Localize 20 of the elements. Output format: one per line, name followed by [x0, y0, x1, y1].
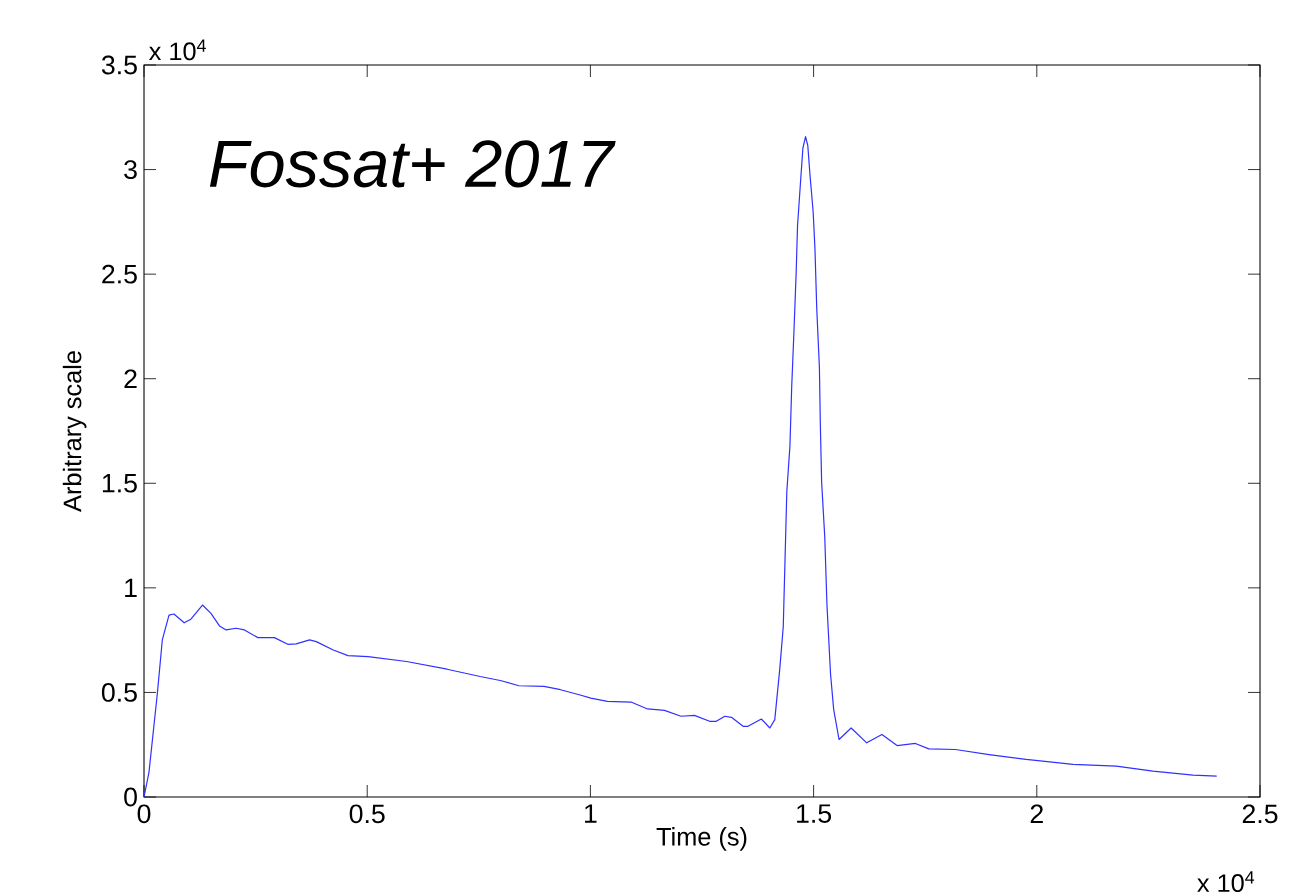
y-tick-label: 2 [124, 369, 137, 389]
y-axis-title: Arbitrary scale [62, 351, 87, 512]
text: x 10$^{4}$ [1197, 871, 1255, 893]
x-axis-title: Time (s) [656, 827, 747, 851]
y-tick-label: 3 [124, 160, 137, 180]
y-tick-label: 0.5 [101, 683, 137, 702]
x-tick-label: 2.5 [1242, 804, 1278, 824]
x-tick-label: 0.5 [349, 804, 385, 824]
annotation: Fossat+ 2017 [209, 140, 616, 188]
text: x 10$^{4}$ [149, 39, 206, 61]
y-tick-label: 1.5 [102, 473, 137, 493]
y-tick-label: 1 [125, 578, 137, 598]
x-tick-label: 0 [137, 804, 151, 824]
line-series [143, 135, 1218, 798]
x-tick-label: 2 [1030, 804, 1043, 823]
x-tick-label: 1.5 [797, 804, 832, 823]
y-tick-label: 2.5 [102, 264, 137, 284]
x-tick-label: 1 [585, 804, 597, 823]
y-tick-label: 0 [124, 787, 137, 807]
y-tick-label: 3.5 [101, 55, 137, 75]
